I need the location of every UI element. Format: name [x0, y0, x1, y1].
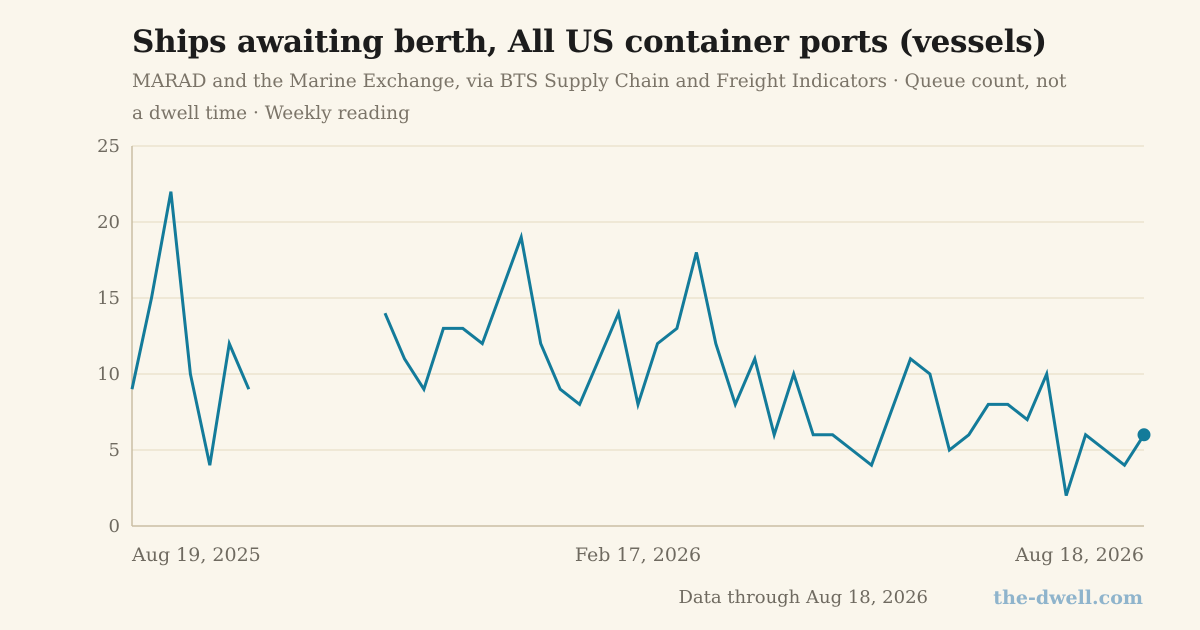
y-tick-label: 5 — [109, 440, 120, 461]
y-axis-ticks: 0 5 10 15 20 25 — [97, 136, 120, 537]
chart-title: Ships awaiting berth, All US container p… — [132, 24, 1047, 60]
series-line — [130, 191, 251, 466]
series-line — [383, 231, 1146, 497]
latest-value-dot — [1137, 428, 1151, 442]
y-tick-label: 15 — [97, 288, 120, 309]
x-tick-label: Aug 18, 2026 — [1014, 544, 1144, 566]
x-tick-label: Feb 17, 2026 — [575, 544, 701, 566]
y-tick-label: 10 — [97, 364, 120, 385]
brand-link[interactable]: the-dwell.com — [993, 587, 1143, 609]
x-axis-ticks: Aug 19, 2025 Feb 17, 2026 Aug 18, 2026 — [131, 544, 1144, 566]
data-through-note: Data through Aug 18, 2026 — [678, 587, 928, 608]
series-group — [130, 191, 1151, 497]
chart-subtitle: MARAD and the Marine Exchange, via BTS S… — [132, 71, 1067, 124]
gridlines — [131, 145, 1144, 527]
y-tick-label: 25 — [97, 136, 120, 157]
x-tick-label: Aug 19, 2025 — [131, 544, 261, 566]
y-tick-label: 0 — [109, 516, 120, 537]
y-tick-label: 20 — [97, 212, 120, 233]
